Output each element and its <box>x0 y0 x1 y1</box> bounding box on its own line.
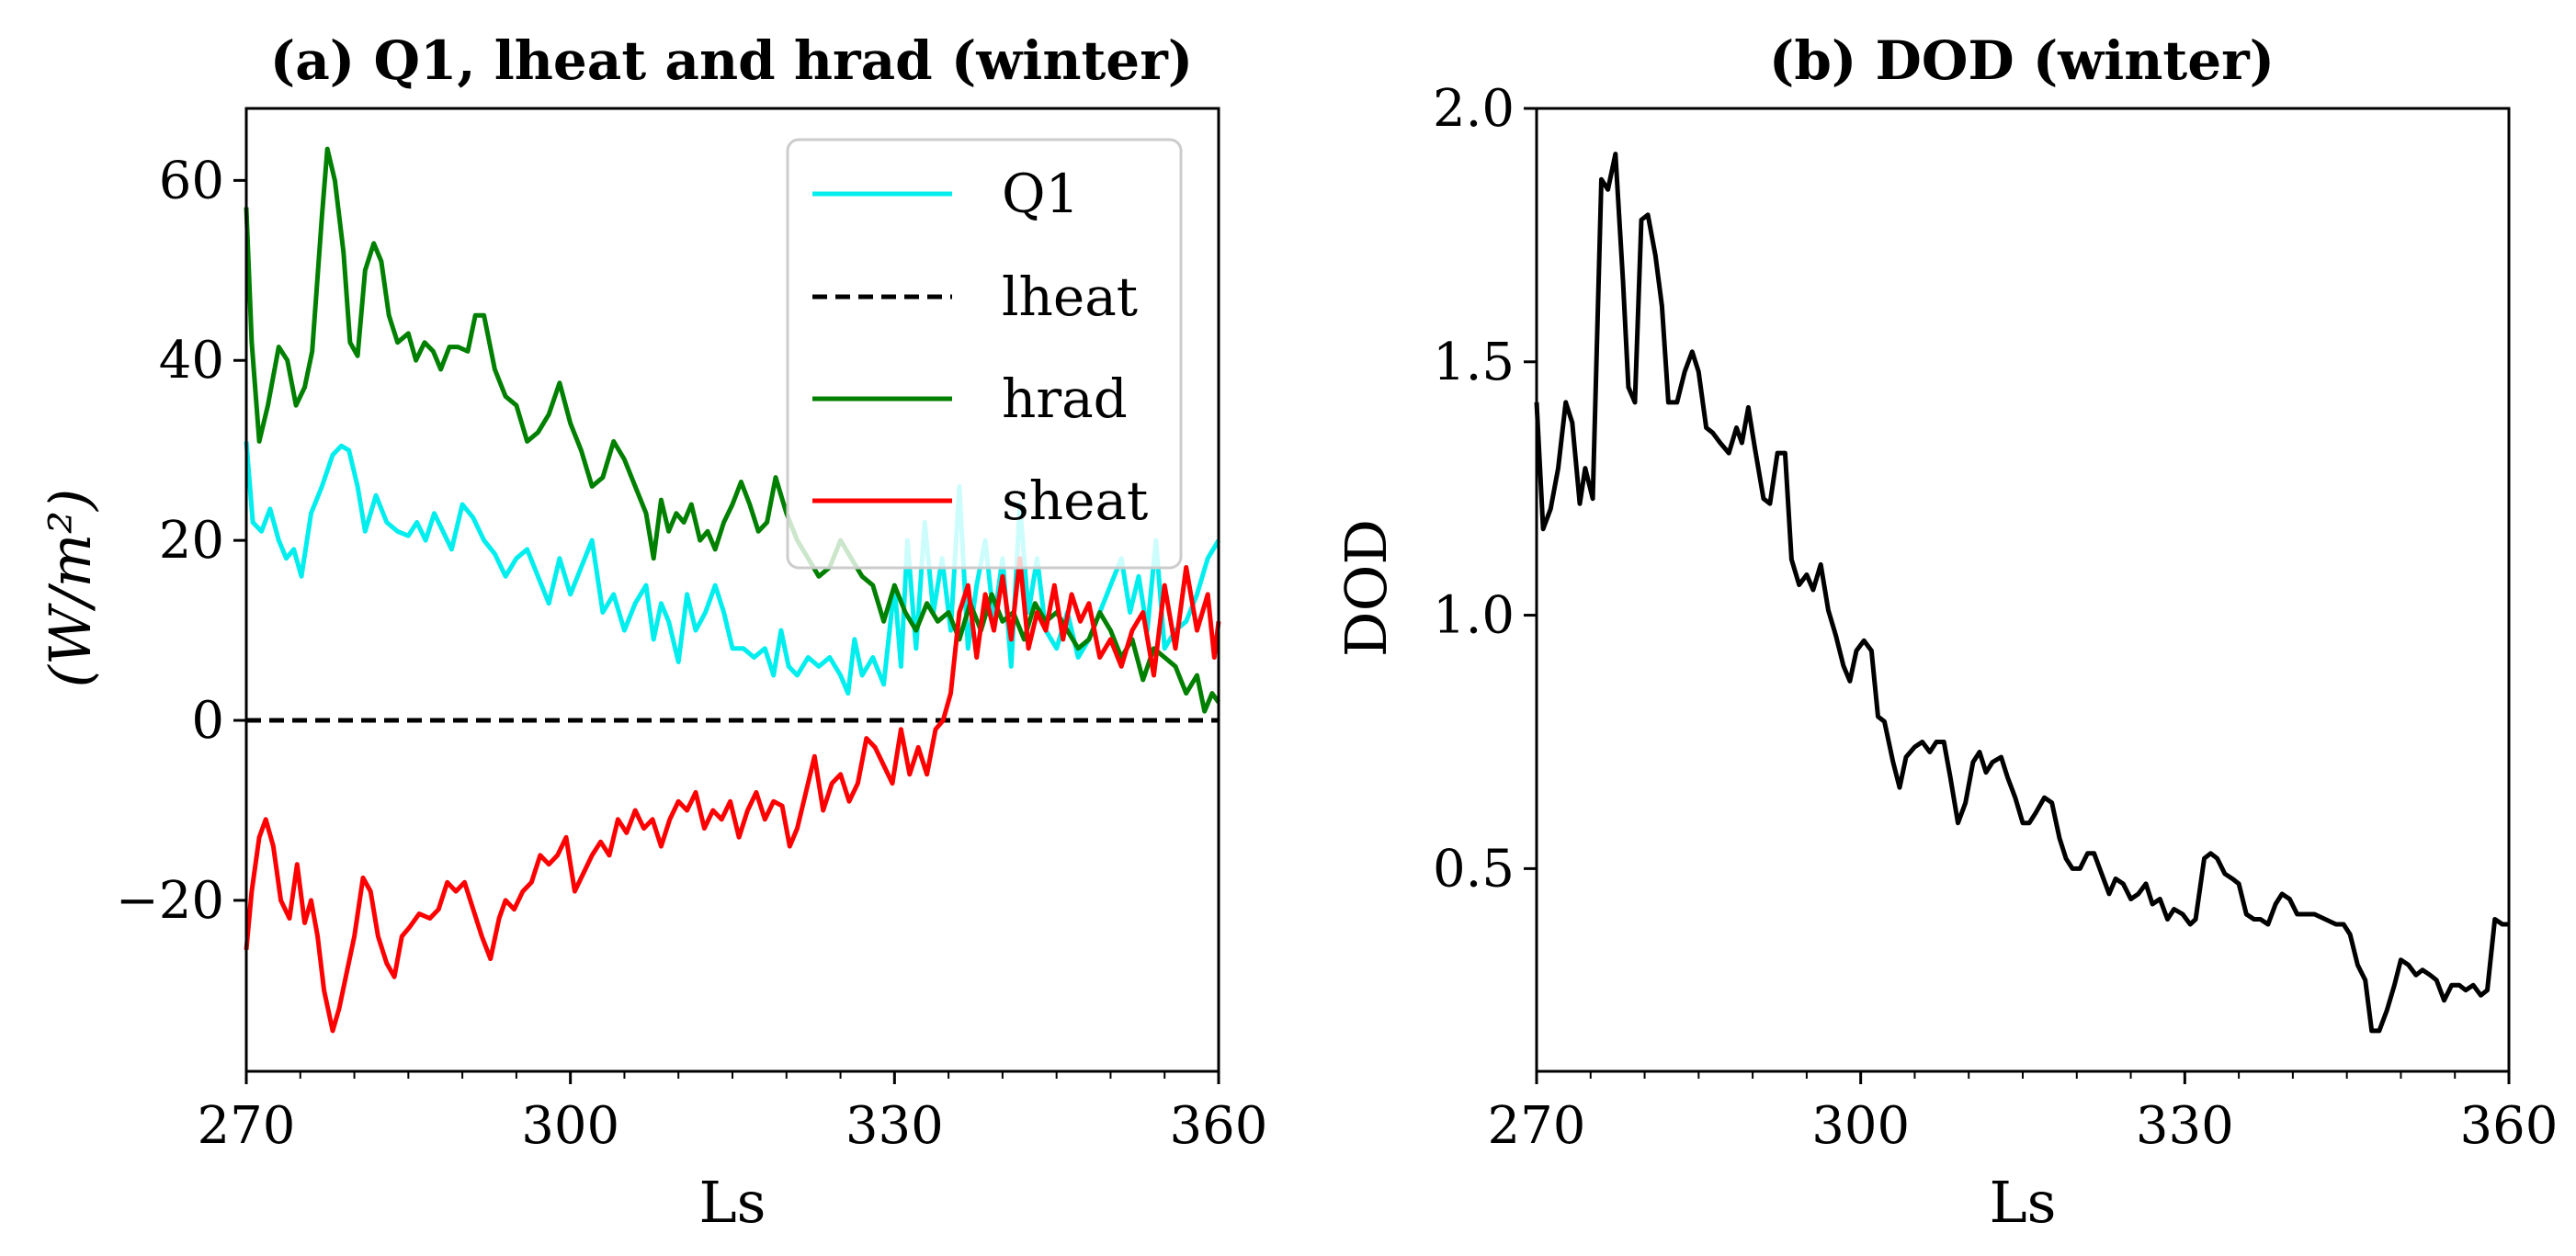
chart-title-a: (a) Q1, lheat and hrad (winter) <box>270 29 1193 92</box>
panel-b: (b) DOD (winter) 0.5 1.0 1.5 2.0 270 300 330 3… <box>1333 29 2558 1236</box>
series-group-a <box>244 146 1221 1034</box>
series-group-b <box>1534 152 2509 1034</box>
legend-label-hrad: hrad <box>1002 368 1128 430</box>
legend-label-sheat: sheat <box>1002 470 1148 532</box>
legend-label-q1: Q1 <box>1002 163 1079 225</box>
x-tick-label: 330 <box>845 1096 944 1156</box>
x-axis-label-b: Ls <box>1990 1169 2057 1236</box>
y-tick-label: 0.5 <box>1433 839 1515 899</box>
y-tick-label: 40 <box>159 331 224 390</box>
y-ticks-a: −20 0 20 40 60 <box>116 151 246 931</box>
x-tick-label: 300 <box>521 1096 619 1156</box>
x-ticks-a: 270 300 330 360 <box>198 1071 1268 1156</box>
y-tick-label: 1.0 <box>1433 586 1515 646</box>
panel-a: (a) Q1, lheat and hrad (winter) −20 0 20 40… <box>37 29 1267 1236</box>
y-tick-label: 1.5 <box>1433 333 1515 392</box>
x-axis-label-a: Ls <box>699 1169 766 1236</box>
y-tick-label: 0 <box>191 691 224 751</box>
x-tick-label: 270 <box>1488 1096 1586 1156</box>
x-tick-label: 360 <box>2460 1096 2559 1156</box>
y-tick-label: −20 <box>116 871 224 931</box>
x-ticks-b: 270 300 330 360 <box>1488 1071 2559 1156</box>
plot-frame-a <box>244 107 1220 1073</box>
plot-frame-b <box>1535 107 2511 1073</box>
y-ticks-b: 0.5 1.0 1.5 2.0 <box>1433 79 1537 899</box>
x-tick-label: 360 <box>1170 1096 1268 1156</box>
series-line-sheat <box>244 556 1221 1034</box>
legend-box <box>786 138 1183 570</box>
x-tick-label: 270 <box>198 1096 296 1156</box>
legend-a: Q1 lheat hrad sheat <box>786 138 1183 570</box>
x-tick-label: 330 <box>2136 1096 2234 1156</box>
y-axis-label-b: DOD <box>1333 519 1400 657</box>
y-tick-label: 2.0 <box>1433 79 1515 139</box>
y-tick-label: 20 <box>159 511 224 571</box>
chart-title-b: (b) DOD (winter) <box>1769 29 2275 92</box>
y-tick-label: 60 <box>159 151 224 210</box>
series-line-dod <box>1534 152 2509 1034</box>
x-tick-label: 300 <box>1811 1096 1910 1156</box>
legend-label-lheat: lheat <box>1002 266 1138 328</box>
y-axis-label-a: (W/m²) <box>37 489 104 688</box>
